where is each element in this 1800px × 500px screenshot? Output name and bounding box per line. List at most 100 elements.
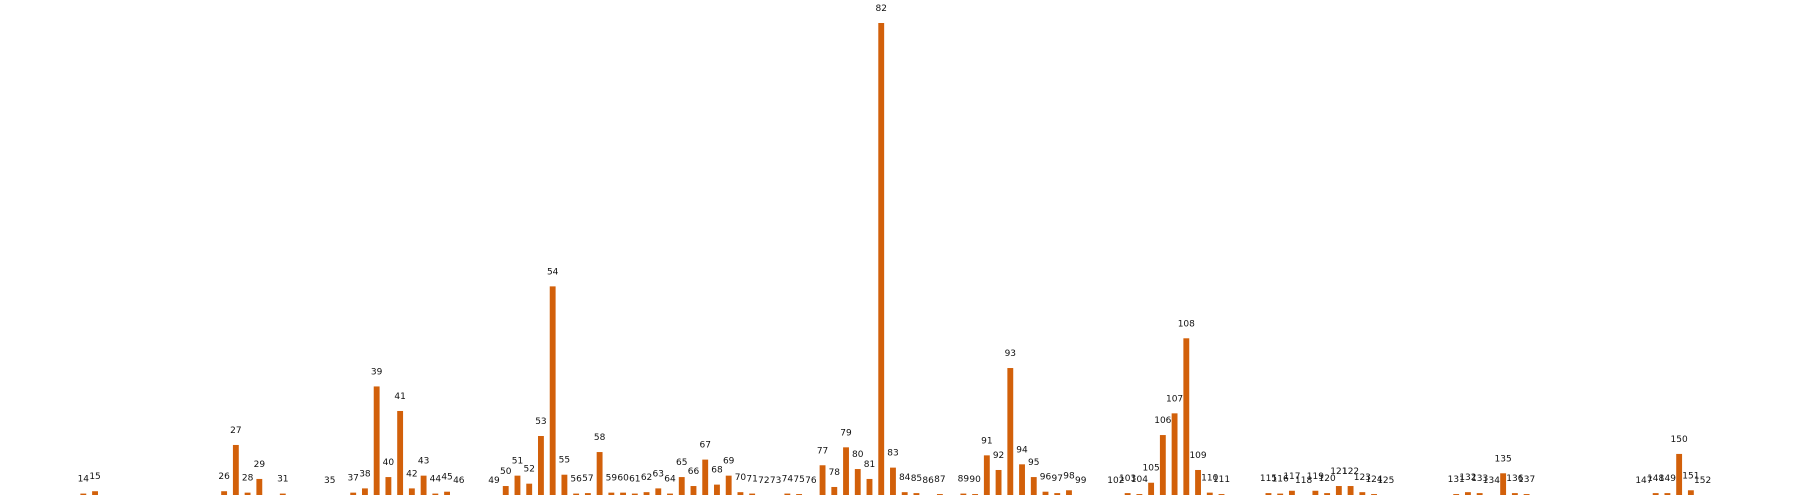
bar [1676,453,1683,495]
bar-label: 137 [1518,475,1535,485]
bar-label: 38 [359,469,371,479]
bar [1312,490,1319,495]
bar-label: 51 [512,457,523,467]
bar [678,477,685,495]
bar-label: 42 [406,469,417,479]
bar [1288,490,1295,495]
bar-label: 64 [664,475,676,485]
bar [92,491,98,495]
bar-label: 60 [617,474,629,484]
bar [1007,368,1014,495]
bar [655,488,662,495]
bar-label: 59 [606,474,618,484]
bar [1511,493,1518,495]
bar-label: 92 [993,451,1004,461]
bar-label: 108 [1178,319,1195,329]
bar-label: 149 [1659,474,1676,484]
bar [432,493,439,495]
bar-label: 40 [383,458,395,468]
bar-label: 44 [430,475,442,485]
bar-label: 72 [758,476,769,486]
bar [878,23,885,495]
bar-label: 56 [570,475,582,485]
bar-label: 111 [1213,475,1230,485]
bar [1042,491,1049,495]
bar-label: 57 [582,474,593,484]
bar [608,492,615,495]
bar-label: 147 [1635,476,1652,486]
bar-label: 131 [1448,475,1465,485]
bar [913,493,920,495]
bar [1464,492,1471,495]
bar-label: 31 [277,475,288,485]
bar [1124,493,1131,495]
bar-label: 96 [1040,473,1052,483]
bar-label: 135 [1495,454,1512,464]
bar-label: 27 [230,426,241,436]
bar-label: 35 [324,476,335,486]
bar [983,455,990,495]
bar-label: 97 [1052,474,1063,484]
bar-label: 39 [371,367,383,377]
bar-label: 104 [1131,475,1148,485]
bar [1136,494,1143,495]
bar-label: 119 [1307,472,1324,482]
bar-label: 15 [89,472,100,482]
bar-label: 76 [805,476,817,486]
bar-label: 80 [852,450,864,460]
bar-label: 77 [817,446,828,456]
bar [866,478,873,495]
bar [890,467,896,495]
bar-label: 115 [1260,474,1277,484]
bar [1148,482,1155,495]
bar-label: 74 [782,475,794,485]
bar-label: 134 [1483,476,1500,486]
bar [1523,494,1530,495]
bar [1359,492,1366,495]
bar [1159,435,1166,495]
bar-label: 46 [453,476,465,486]
bar-label: 45 [441,473,452,483]
bar-label: 83 [887,449,898,459]
bar [549,286,556,495]
bar-label: 84 [899,473,911,483]
bar-label: 124 [1365,475,1382,485]
bar-label: 120 [1319,474,1336,484]
bar [1687,490,1694,495]
bar-label: 150 [1671,435,1688,445]
bar [1664,493,1671,495]
bar-label: 90 [969,475,981,485]
bar [1453,494,1460,495]
bar [1030,477,1037,495]
bar-label: 62 [641,473,652,483]
bar-label: 133 [1471,474,1488,484]
bar [502,486,509,495]
bar [1500,473,1507,495]
bar-label: 55 [559,456,570,466]
bar-label: 106 [1154,416,1171,426]
bar-label: 50 [500,467,512,477]
bar [1277,493,1284,495]
bar [1019,464,1025,495]
bar-label: 28 [242,474,254,484]
bar [80,493,87,495]
bar [620,492,627,495]
bar-label: 58 [594,433,606,443]
bar-label: 81 [864,460,875,470]
bar-label: 65 [676,458,687,468]
bar-label: 118 [1295,476,1312,486]
bar [667,493,673,495]
bar-label: 109 [1189,451,1206,461]
bar-label: 37 [347,474,358,484]
bar-label: 63 [653,469,664,479]
bar-label: 93 [1005,349,1016,359]
bar-label: 67 [699,441,710,451]
bar-label: 41 [394,392,405,402]
bar-label: 54 [547,267,559,277]
bar-label: 132 [1459,473,1476,483]
bar [737,492,744,495]
bar [1206,492,1213,495]
bar [995,469,1002,495]
bar [690,486,697,495]
